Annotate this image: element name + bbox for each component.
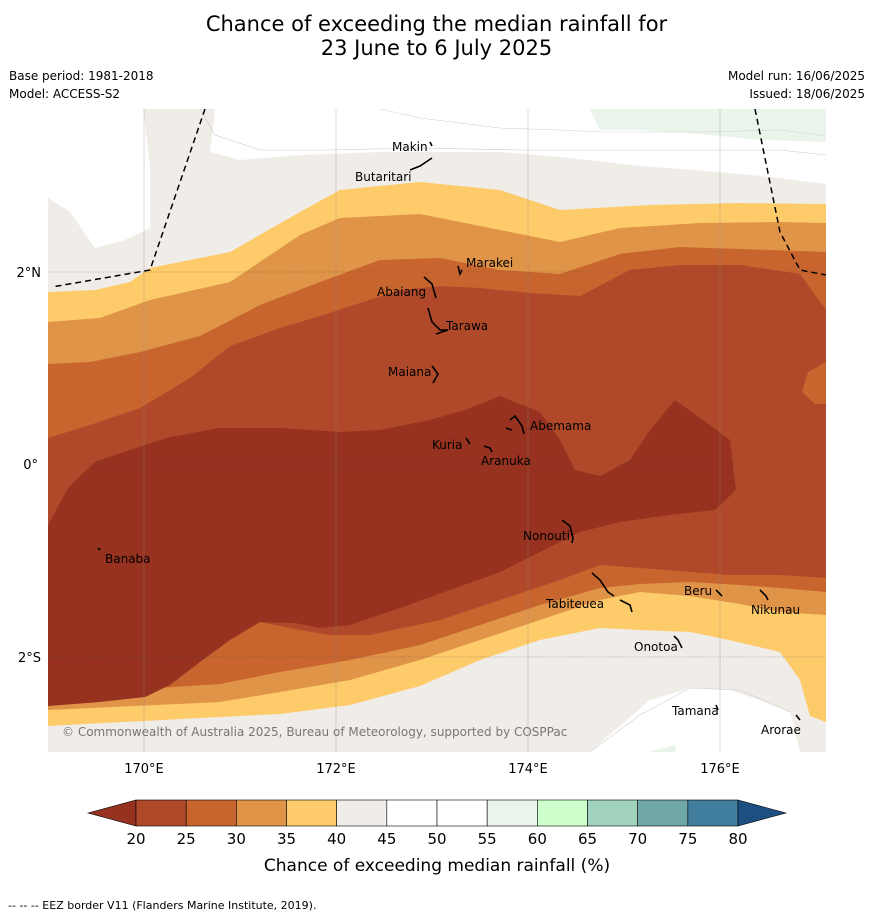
eez-border bbox=[51, 109, 826, 288]
colorbar-tick-label: 60 bbox=[528, 830, 547, 848]
map-title: Chance of exceeding the median rainfall … bbox=[0, 12, 873, 60]
eez-footer-note: -- -- -- EEZ border V11 (Flanders Marine… bbox=[8, 899, 317, 912]
meta-right: Model run: 16/06/2025 Issued: 18/06/2025 bbox=[728, 67, 865, 103]
colorbar-over-arrow bbox=[737, 799, 788, 827]
colorbar-cell bbox=[185, 799, 237, 827]
colorbar-cells bbox=[135, 799, 739, 827]
colorbar-tick-label: 65 bbox=[578, 830, 597, 848]
model-name: Model: ACCESS-S2 bbox=[9, 87, 121, 101]
colorbar-tick-label: 50 bbox=[427, 830, 446, 848]
contour-55-north bbox=[590, 109, 826, 142]
island-label: Marakei bbox=[466, 256, 513, 270]
issued-date: Issued: 18/06/2025 bbox=[749, 87, 865, 101]
island-label: Makin bbox=[392, 140, 428, 154]
contour-below-20 bbox=[48, 396, 736, 706]
island-label: Abemama bbox=[530, 419, 591, 433]
title-line-2: 23 June to 6 July 2025 bbox=[320, 36, 553, 60]
map-area: Makin Butaritari Marakei Abaiang Tarawa … bbox=[48, 109, 826, 752]
lat-label: 0° bbox=[23, 458, 38, 473]
colorbar-tick-label: 25 bbox=[177, 830, 196, 848]
island-label: Tarawa bbox=[445, 319, 488, 333]
lon-label: 176°E bbox=[700, 762, 740, 777]
island-outlines bbox=[97, 141, 801, 721]
colorbar-cell bbox=[135, 799, 187, 827]
lat-axis-labels: 2°N 0° 2°S bbox=[17, 266, 42, 666]
colorbar-cell bbox=[336, 799, 388, 827]
lon-label: 170°E bbox=[124, 762, 164, 777]
island-label: Abaiang bbox=[377, 285, 426, 299]
island-label: Aranuka bbox=[481, 454, 531, 468]
contour-55-south bbox=[648, 745, 676, 752]
island-label: Butaritari bbox=[355, 170, 412, 184]
colorbar-tick-label: 70 bbox=[628, 830, 647, 848]
colorbar-tick-label: 80 bbox=[728, 830, 747, 848]
colorbar-cell bbox=[236, 799, 287, 827]
base-period: Base period: 1981-2018 bbox=[9, 69, 154, 83]
title-line-1: Chance of exceeding the median rainfall … bbox=[205, 12, 668, 36]
lon-axis-labels: 170°E 172°E 174°E 176°E bbox=[124, 762, 740, 777]
colorbar-cell bbox=[286, 799, 337, 827]
colorbar-cell bbox=[637, 799, 689, 827]
island-label: Banaba bbox=[105, 552, 151, 566]
colorbar-tick-label: 35 bbox=[277, 830, 296, 848]
model-run: Model run: 16/06/2025 bbox=[727, 69, 865, 83]
colorbar-tick-label: 45 bbox=[377, 830, 396, 848]
colorbar-cell bbox=[436, 799, 488, 827]
island-label: Beru bbox=[684, 584, 712, 598]
colorbar-label: Chance of exceeding median rainfall (%) bbox=[264, 856, 610, 876]
island-label: Tabiteuea bbox=[545, 597, 604, 611]
colorbar-cell bbox=[537, 799, 588, 827]
island-label: Kuria bbox=[432, 438, 463, 452]
colorbar: 20 25 30 35 40 45 50 55 60 65 70 75 80 Chance of exc… bbox=[86, 799, 788, 876]
island-label: Tamana bbox=[671, 704, 719, 718]
island-label: Onotoa bbox=[634, 640, 678, 654]
contour-25-east-patch bbox=[802, 362, 826, 404]
island-label: Arorae bbox=[761, 723, 801, 737]
island-labels: Makin Butaritari Marakei Abaiang Tarawa … bbox=[105, 140, 801, 737]
lat-label: 2°N bbox=[17, 266, 42, 281]
colorbar-tick-label: 30 bbox=[227, 830, 246, 848]
lon-label: 174°E bbox=[508, 762, 548, 777]
colorbar-tick-label: 20 bbox=[126, 830, 145, 848]
island-label: Maiana bbox=[388, 365, 431, 379]
colorbar-ticks: 20 25 30 35 40 45 50 55 60 65 70 75 80 bbox=[126, 830, 747, 848]
contour-45-south bbox=[590, 688, 800, 752]
colorbar-cell bbox=[486, 799, 538, 827]
colorbar-cell bbox=[587, 799, 638, 827]
colorbar-tick-label: 75 bbox=[678, 830, 697, 848]
lon-label: 172°E bbox=[316, 762, 356, 777]
colorbar-cell bbox=[687, 799, 739, 827]
copyright-text: © Commonwealth of Australia 2025, Bureau… bbox=[62, 725, 567, 739]
lat-label: 2°S bbox=[18, 651, 41, 666]
colorbar-cell bbox=[386, 799, 438, 827]
island-label: Nonouti bbox=[523, 529, 570, 543]
grid-lines bbox=[143, 109, 721, 752]
colorbar-under-arrow bbox=[86, 799, 137, 827]
island-label: Nikunau bbox=[751, 603, 800, 617]
colorbar-tick-label: 40 bbox=[327, 830, 346, 848]
meta-left: Base period: 1981-2018 Model: ACCESS-S2 bbox=[9, 67, 154, 103]
colorbar-tick-label: 55 bbox=[478, 830, 497, 848]
